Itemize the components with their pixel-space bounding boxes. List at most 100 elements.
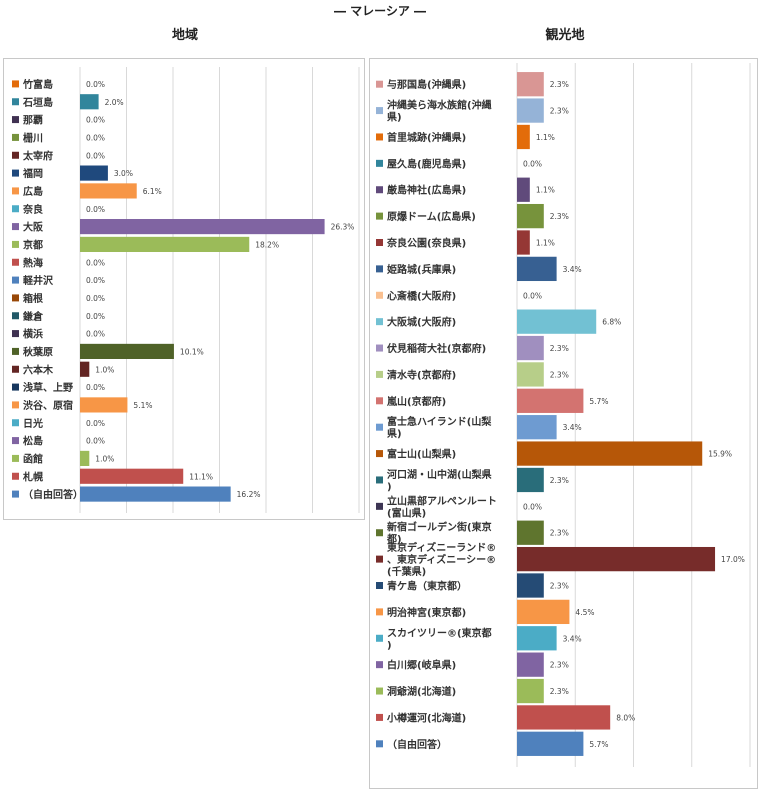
legend-label: 大阪城(大阪府)	[387, 316, 456, 329]
bar	[517, 309, 597, 334]
legend-marker	[12, 240, 19, 248]
legend-label: 栅川	[23, 131, 43, 144]
bar	[80, 450, 90, 466]
legend-label: 姫路城(兵庫県)	[387, 263, 456, 276]
data-label: 0.0%	[523, 502, 542, 511]
data-label: 0.0%	[86, 258, 105, 267]
legend-marker	[12, 187, 19, 195]
bar	[80, 183, 137, 199]
legend-label: スカイツリー®(東京都)	[387, 626, 492, 651]
legend-label: 広島	[23, 185, 43, 198]
legend-label: 明治神宮(東京都)	[387, 606, 466, 619]
legend-marker	[376, 713, 383, 721]
legend-marker	[12, 151, 19, 159]
legend-marker	[376, 133, 383, 141]
data-label: 2.3%	[550, 344, 569, 353]
data-label: 2.3%	[550, 582, 569, 591]
legend-marker	[12, 454, 19, 462]
chart-title-region: 地域	[171, 28, 198, 43]
legend-label: 浅草、上野	[23, 381, 73, 394]
legend-marker	[376, 687, 383, 695]
data-label: 0.0%	[86, 276, 105, 285]
bar	[80, 94, 99, 110]
data-label: 26.3%	[331, 223, 355, 232]
legend-label: 沖縄美ら海水族館(沖縄県)	[387, 99, 492, 124]
bar	[517, 678, 544, 704]
legend-label: 富士急ハイランド(山梨県)	[387, 415, 492, 440]
data-label: 5.7%	[589, 740, 608, 749]
legend-marker	[12, 401, 19, 409]
bar	[517, 415, 557, 440]
legend-label: 河口湖・山中湖(山梨県)	[387, 468, 492, 493]
legend-marker	[376, 107, 383, 115]
legend-label: 六本木	[23, 363, 54, 376]
legend-label: 太宰府	[22, 149, 53, 162]
legend-label: 箱根	[23, 292, 43, 305]
legend-label: 軽井沢	[23, 274, 54, 287]
legend-label: 横浜	[23, 328, 43, 341]
legend-marker	[12, 294, 19, 302]
legend-label: 京都	[23, 238, 43, 251]
data-label: 0.0%	[523, 159, 542, 168]
legend-label: （自由回答）	[23, 488, 83, 501]
legend-marker	[376, 344, 383, 352]
data-label: 3.0%	[114, 169, 133, 178]
legend-label: 嵐山(京都府)	[387, 395, 446, 408]
data-label: 6.1%	[143, 187, 162, 196]
legend-label: 与那国島(沖縄県)	[387, 78, 466, 91]
legend-marker	[12, 383, 19, 391]
data-label: 5.1%	[133, 401, 152, 410]
legend-marker	[12, 419, 19, 427]
data-label: 3.4%	[563, 634, 582, 643]
bar	[80, 486, 231, 502]
legend-label: 竹富島	[22, 78, 53, 91]
legend-label: 鎌倉	[22, 310, 44, 323]
data-label: 0.0%	[523, 291, 542, 300]
bar	[80, 165, 108, 181]
data-label: 0.0%	[86, 419, 105, 428]
bar	[80, 236, 250, 252]
legend-marker	[376, 740, 383, 748]
data-label: 8.0%	[616, 713, 635, 722]
legend-label: 奈良公園(奈良県)	[386, 237, 466, 250]
legend-marker	[376, 212, 383, 220]
legend-label: 富士山(山梨県)	[387, 448, 456, 461]
legend-label: 秋葉原	[23, 345, 53, 358]
legend-marker	[376, 608, 383, 616]
data-label: 0.0%	[86, 330, 105, 339]
legend-marker	[12, 116, 19, 124]
legend-marker	[376, 239, 383, 246]
legend-marker	[376, 370, 383, 378]
legend-marker	[12, 258, 19, 266]
bar	[80, 468, 184, 484]
bar	[517, 626, 557, 651]
legend-marker	[376, 661, 383, 669]
data-label: 0.0%	[86, 437, 105, 446]
legend-label: 原爆ドーム(広島県)	[387, 210, 476, 223]
data-label: 2.3%	[550, 661, 569, 670]
legend-marker	[376, 397, 383, 405]
region-chart-panel: 竹富島 0.0% 石垣島 2.0% 那覇 0.0% 栅川 0.0% 太宰府 0.0% 福岡 3.0% 広…	[3, 58, 365, 520]
legend-marker	[376, 186, 383, 194]
data-label: 3.4%	[563, 265, 582, 274]
legend-label: 那覇	[23, 115, 43, 127]
legend-marker	[12, 205, 19, 213]
legend-marker	[376, 80, 383, 88]
legend-label: 松島	[23, 435, 43, 448]
data-label: 1.1%	[536, 133, 555, 142]
data-label: 0.0%	[86, 205, 105, 214]
bar	[517, 124, 530, 150]
legend-marker	[376, 423, 383, 431]
bar	[517, 72, 544, 97]
data-label: 16.2%	[237, 490, 261, 499]
legend-label: 洞爺湖(北海道)	[387, 685, 456, 698]
legend-marker	[376, 159, 383, 167]
legend-marker	[376, 318, 383, 326]
data-label: 15.9%	[708, 450, 732, 459]
legend-label: 屋久島(鹿児島県)	[387, 157, 466, 170]
legend-label: 札幌	[22, 470, 43, 483]
legend-marker	[12, 276, 19, 284]
page-title: ― マレーシア ―	[333, 4, 427, 18]
legend-marker	[12, 312, 19, 320]
bar	[517, 177, 530, 202]
